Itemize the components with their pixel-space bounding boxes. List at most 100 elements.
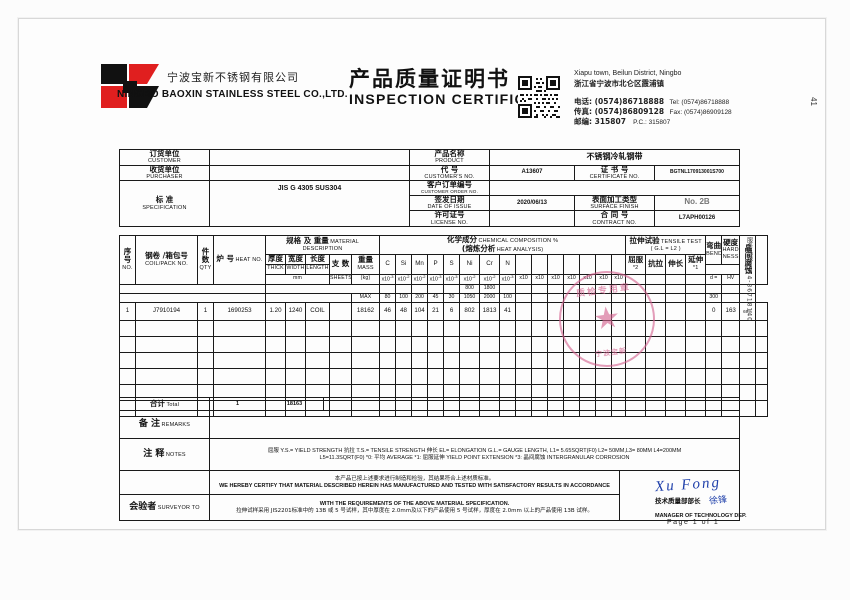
spec-max-8 [515, 292, 533, 303]
spec-max-p: 45 [427, 292, 445, 303]
th-bend-d: d = [705, 273, 723, 285]
empty-cell [479, 319, 501, 337]
address-cn: 浙江省宁波市北仑区霞浦镇 [574, 79, 664, 88]
empty-cell [329, 351, 352, 369]
empty-cell [563, 335, 581, 353]
empty-cell [305, 335, 330, 353]
remarks-row: 备 注 REMARKS [119, 410, 741, 439]
empty-cell [531, 351, 549, 369]
notes-value: 屈服 Y.S.= YIELD STRENGTH 抗拉 T.S.= TENSILE… [208, 438, 741, 471]
empty-cell [479, 335, 501, 353]
spec-min-corr [721, 283, 741, 294]
empty-cell [285, 351, 306, 369]
empty-cell [625, 351, 647, 369]
spec-max-hard: 300 [705, 292, 723, 303]
manager-title-cn: 技术质量部部长 [655, 497, 701, 505]
specification-value: JIS G 4305 SUS304 [209, 180, 410, 227]
th-element-ni: Ni [459, 253, 481, 275]
cell-sheets [329, 301, 352, 321]
empty-cell [395, 367, 413, 385]
table-row: 收货单位 PURCHASER 代 号 CUSTOMER'S NO. A13607… [119, 164, 740, 182]
phone-cn: 电话: (0574)86718888 [574, 97, 665, 106]
empty-cell [265, 351, 286, 369]
empty-cell [379, 319, 397, 337]
empty-cell [755, 399, 769, 417]
th-qty: 件 数 QTY [197, 235, 214, 285]
empty-cell [515, 335, 533, 353]
empty-cell [685, 351, 707, 369]
th-mult-ni: x10-2 [459, 273, 481, 285]
empty-cell [427, 351, 445, 369]
empty-cell [427, 367, 445, 385]
empty-cell [547, 319, 565, 337]
empty-cell [755, 319, 769, 337]
cert-statement-top: 本产品已按上述要求进行制造和检验，其结果符合上述材质标准。 WE HEREBY … [209, 470, 620, 495]
cert-blank-label [119, 470, 210, 495]
empty-cell [479, 367, 501, 385]
th-elongation2: 延伸 *1 [685, 253, 707, 275]
empty-cell [531, 367, 549, 385]
cell-corrosion [755, 301, 769, 321]
empty-cell [350, 319, 381, 337]
empty-cell [265, 319, 286, 337]
th-ts-unit [645, 273, 667, 285]
cert-en-2: WITH THE REQUIREMENTS OF THE ABOVE MATER… [319, 501, 510, 508]
th-width: 宽度 [285, 253, 306, 265]
customer-value [209, 149, 410, 166]
empty-cell [579, 319, 597, 337]
empty-cell [135, 319, 198, 337]
th-element-blank-1 [515, 253, 533, 275]
table-row: 1 J7910194 1 1690253 1.20 1240 COIL 1816… [119, 301, 769, 321]
empty-cell [499, 367, 517, 385]
qr-code-icon [518, 76, 560, 118]
empty-cell [721, 335, 741, 353]
empty-cell [595, 351, 613, 369]
hotline-label-cn: 服务热线 [745, 237, 753, 261]
empty-cell [665, 367, 687, 385]
th-el2-unit [685, 273, 707, 285]
max-label: MAX [350, 292, 381, 303]
th-hard-unit: HV [721, 273, 741, 285]
empty-cell [350, 367, 381, 385]
th-tensile-test: 拉伸试验 TENSILE TEST ( G.L = L2 ) [625, 235, 707, 255]
surface-finish-value: No. 2B [654, 194, 740, 212]
empty-cell [499, 319, 517, 337]
empty-cell [531, 335, 549, 353]
empty-cell [459, 319, 481, 337]
notes-row: 注 释 NOTES 屈服 Y.S.= YIELD STRENGTH 抗拉 T.S… [119, 438, 741, 471]
cell-heat: 1690253 [213, 301, 266, 321]
th-element-p: P [427, 253, 445, 275]
cell-chem-si: 48 [395, 301, 413, 321]
cell-chem-14 [611, 301, 627, 321]
empty-cell [443, 319, 461, 337]
empty-cell [579, 351, 597, 369]
table-row: 订货单位 CUSTOMER 产品名称 PRODUCT 不锈钢冷轧钢带 [119, 149, 740, 166]
cell-mass: 18162 [350, 301, 381, 321]
th-width-en: WIDTH [285, 263, 306, 275]
spec-max-ts [625, 292, 647, 303]
empty-cell [443, 367, 461, 385]
cell-width: 1240 [285, 301, 306, 321]
empty-cell [531, 319, 549, 337]
spec-max-13 [595, 292, 613, 303]
spec-min-ts [625, 283, 647, 294]
empty-cell [563, 351, 581, 369]
empty-cell [411, 335, 429, 353]
th-mult-p: x10-3 [427, 273, 445, 285]
table-row-empty [119, 335, 769, 353]
table-row-empty [119, 319, 769, 337]
th-element-c: C [379, 253, 397, 275]
spec-max-c: 80 [379, 292, 397, 303]
spec-min-8 [515, 283, 533, 294]
th-mult-s: x10-3 [443, 273, 461, 285]
th-mult-si: x10-2 [395, 273, 413, 285]
th-no: 序 号 NO. [119, 235, 136, 285]
empty-cell [285, 335, 306, 353]
header-row: mm SHEETS (kg) x10-3 x10-2 x10-2 x10-3 x… [120, 273, 768, 285]
spec-min-c [379, 283, 397, 294]
address-en: Xiapu town, Beilun District, Ningbo [574, 70, 682, 77]
empty-cell [595, 335, 613, 353]
empty-cell [197, 319, 214, 337]
product-value: 不锈钢冷轧钢带 [489, 149, 740, 166]
date-of-issue-label: 签发日期 DATE OF ISSUE [409, 194, 490, 212]
